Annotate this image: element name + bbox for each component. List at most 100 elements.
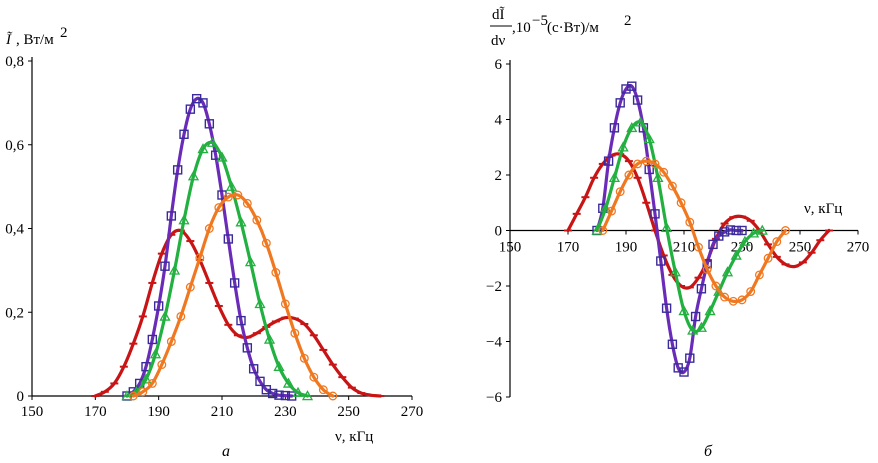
- data-point-triangle: [244, 256, 257, 267]
- data-point-triangle: [600, 202, 612, 213]
- y-tick-label: 2: [495, 168, 503, 184]
- data-point-square: [661, 303, 672, 313]
- data-point-square: [656, 256, 666, 266]
- x-tick-label: 210: [211, 404, 234, 420]
- data-point-square: [690, 311, 701, 322]
- data-point-square: [615, 98, 625, 108]
- data-point-circle: [242, 198, 252, 208]
- data-point-circle: [624, 170, 634, 180]
- data-point-square: [644, 164, 654, 175]
- x-tick-label: 170: [557, 240, 580, 256]
- data-point-triangle: [721, 266, 734, 277]
- series-purple: [122, 93, 297, 401]
- panel-b-letter: б: [704, 443, 713, 458]
- data-point-triangle: [263, 333, 276, 344]
- data-point-square: [274, 390, 284, 400]
- data-point-square: [609, 123, 620, 133]
- data-point-circle: [746, 287, 756, 296]
- data-point-circle: [128, 391, 138, 401]
- data-point-circle: [176, 311, 186, 321]
- data-point-square: [632, 95, 643, 105]
- series-red: [564, 152, 833, 290]
- data-point-square: [627, 81, 637, 91]
- data-point-circle: [720, 292, 730, 302]
- data-point-circle: [195, 253, 205, 263]
- data-point-square: [223, 234, 234, 244]
- data-point-circle: [309, 372, 319, 382]
- data-point-triangle: [197, 143, 209, 154]
- data-point-triangle: [669, 266, 681, 277]
- y-tick-label: −6: [486, 390, 502, 406]
- data-point-triangle: [273, 360, 285, 371]
- panel-b-xlabel: ν, кГц: [804, 201, 842, 217]
- data-point-square: [153, 301, 164, 311]
- data-point-triangle: [660, 221, 673, 232]
- data-point-square: [147, 334, 158, 345]
- data-point-square: [185, 104, 196, 114]
- series-line-red: [93, 228, 382, 398]
- series-green: [121, 136, 314, 401]
- data-point-circle: [214, 203, 224, 213]
- x-tick-label: 270: [401, 404, 424, 420]
- series-green: [591, 116, 768, 335]
- data-point-triangle: [747, 227, 760, 238]
- data-point-triangle: [159, 310, 171, 321]
- data-point-square: [719, 227, 730, 237]
- panel-b-ylabel-unit2: (с·Вт)/м: [547, 20, 599, 36]
- series-line-orange: [601, 159, 788, 304]
- series-line-purple: [125, 96, 294, 398]
- panel-b-ylabel-top: dĨ: [492, 7, 505, 23]
- series-line-orange: [131, 193, 335, 398]
- y-tick-label: −4: [486, 335, 502, 351]
- data-point-triangle: [643, 133, 655, 144]
- data-point-triangle: [695, 321, 708, 332]
- data-point-square: [667, 339, 678, 349]
- x-tick-label: 210: [673, 240, 696, 256]
- data-point-square: [217, 190, 227, 200]
- data-point-triangle: [235, 216, 247, 227]
- y-tick-label: 0,4: [5, 222, 24, 238]
- data-point-circle: [650, 159, 660, 169]
- data-point-square: [248, 364, 259, 374]
- panel-a-ylabel: Ĩ , Вт/м 2: [5, 25, 68, 48]
- x-tick-label: 150: [21, 404, 44, 420]
- x-tick-label: 190: [147, 404, 170, 420]
- data-point-circle: [328, 391, 338, 401]
- y-tick-label: 4: [495, 113, 503, 129]
- data-point-circle: [615, 187, 625, 197]
- y-tick-label: 0,8: [5, 54, 24, 70]
- data-point-circle: [147, 378, 157, 388]
- series-red: [91, 228, 385, 398]
- data-point-circle: [290, 328, 300, 338]
- panel-a-letter: а: [222, 443, 230, 458]
- y-tick-label: 0,2: [5, 305, 24, 321]
- panel-b-ylabel-bottom: dν: [491, 33, 506, 49]
- data-point-circle: [157, 360, 167, 370]
- series-line-purple: [595, 83, 744, 375]
- data-point-square: [172, 165, 183, 175]
- data-point-circle: [676, 198, 686, 208]
- data-point-square: [696, 284, 707, 294]
- data-point-circle: [633, 159, 643, 169]
- data-point-triangle: [626, 121, 638, 133]
- data-point-square: [737, 225, 747, 236]
- series-orange: [598, 156, 790, 306]
- data-point-square: [650, 209, 660, 219]
- data-point-circle: [694, 242, 703, 252]
- data-point-circle: [261, 238, 271, 248]
- x-tick-label: 250: [789, 240, 812, 256]
- data-point-circle: [138, 387, 148, 397]
- data-point-triangle: [140, 373, 152, 384]
- data-point-circle: [271, 268, 281, 277]
- data-point-triangle: [292, 386, 304, 397]
- data-point-square: [725, 225, 736, 235]
- data-point-triangle: [756, 224, 768, 235]
- y-tick-label: 6: [495, 57, 503, 73]
- data-point-square: [242, 343, 253, 353]
- data-point-circle: [702, 264, 712, 274]
- data-point-triangle: [634, 116, 647, 127]
- data-point-circle: [318, 385, 328, 395]
